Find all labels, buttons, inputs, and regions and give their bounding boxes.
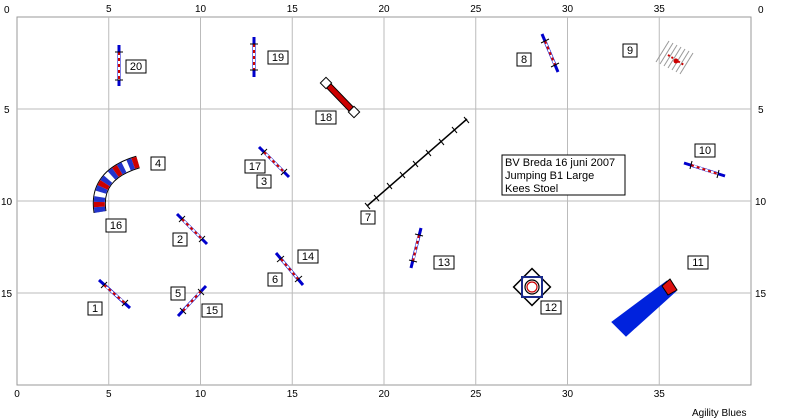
label-6: 6: [272, 274, 278, 286]
brand-label: Agility Blues: [692, 408, 746, 419]
hurdle-20: [115, 45, 123, 86]
info-line-2: Jumping B1 Large: [505, 170, 594, 182]
dogwalk-7: [364, 116, 470, 210]
info-line-1: BV Breda 16 juni 2007: [505, 157, 615, 169]
info-line-3: Kees Stoel: [505, 183, 558, 195]
hurdle-17: [257, 145, 291, 179]
chute-11: [611, 278, 678, 337]
label-14: 14: [302, 251, 314, 263]
y-tick-right: 15: [755, 289, 767, 300]
x-tick-top: 20: [378, 4, 390, 15]
x-tick-top: 5: [106, 4, 112, 15]
label-4: 4: [155, 158, 161, 170]
x-tick-bottom: 0: [14, 389, 20, 400]
label-2: 2: [177, 234, 183, 246]
hurdle-8: [540, 33, 560, 73]
y-tick-right: 0: [758, 5, 764, 16]
label-19: 19: [272, 52, 284, 64]
x-tick-bottom: 30: [562, 389, 574, 400]
x-tick-bottom: 15: [287, 389, 299, 400]
x-tick-bottom: 10: [195, 389, 207, 400]
x-tick-top: 25: [470, 4, 482, 15]
right-axis: 0 5 10 15: [755, 5, 767, 300]
label-15: 15: [206, 305, 218, 317]
label-5: 5: [175, 288, 181, 300]
label-3: 3: [261, 176, 267, 188]
label-12: 12: [545, 302, 557, 314]
hurdle-14: [274, 252, 305, 286]
label-9: 9: [627, 45, 633, 57]
hurdle-13: [408, 227, 424, 269]
label-18: 18: [320, 112, 332, 124]
x-tick-top: 30: [562, 4, 574, 15]
seesaw-18: [319, 76, 361, 119]
hurdle-10: [683, 160, 726, 179]
grid: [17, 17, 751, 385]
y-tick-left: 5: [4, 105, 10, 116]
label-16: 16: [110, 220, 122, 232]
label-11: 11: [692, 257, 703, 269]
top-axis: 5 10 15 20 25 30 35: [106, 4, 665, 15]
y-tick-left: 15: [1, 289, 13, 300]
y-tick-right: 5: [758, 105, 764, 116]
bottom-axis: 0 5 10 15 20 25 30 35: [14, 389, 665, 400]
label-20: 20: [130, 61, 142, 73]
x-tick-bottom: 25: [470, 389, 482, 400]
hurdle-19: [250, 37, 258, 77]
label-13: 13: [438, 257, 450, 269]
hurdle-5: [176, 284, 208, 318]
x-tick-bottom: 5: [106, 389, 112, 400]
table-12: [512, 267, 552, 307]
label-7: 7: [365, 212, 371, 224]
x-tick-bottom: 20: [378, 389, 390, 400]
label-17: 17: [249, 161, 261, 173]
number-labels: 20 19 8 9 18 4 17 3 10 16 7 2 14 13 11 6: [87, 43, 716, 318]
course-info-box: BV Breda 16 juni 2007 Jumping B1 Large K…: [501, 154, 626, 196]
x-tick-top: 10: [195, 4, 207, 15]
hurdle-2: [175, 212, 209, 246]
x-tick-top: 15: [287, 4, 299, 15]
label-10: 10: [699, 145, 711, 157]
tunnel-4: [92, 155, 141, 214]
y-tick-left: 0: [4, 5, 10, 16]
y-tick-right: 10: [755, 197, 767, 208]
hurdle-1: [97, 278, 132, 310]
obstacle-9: [655, 40, 694, 75]
x-tick-bottom: 35: [654, 389, 666, 400]
left-axis: 0 5 10 15: [1, 5, 13, 300]
label-8: 8: [521, 54, 527, 66]
y-tick-left: 10: [1, 197, 13, 208]
label-1: 1: [92, 303, 98, 315]
x-tick-top: 35: [654, 4, 666, 15]
